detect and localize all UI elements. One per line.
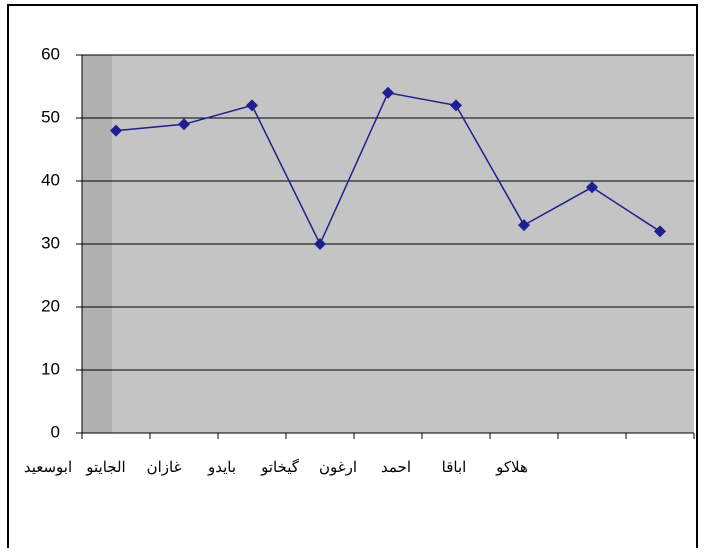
x-tick-label: الجایتو <box>85 458 125 476</box>
y-tick-label: 10 <box>41 359 60 378</box>
x-tick-label: هلاکو <box>495 458 528 476</box>
y-tick-label: 50 <box>41 107 60 126</box>
chart: 0 10 20 30 40 50 60 هلاکو اباقا احمد ارغون گیخاتو با… <box>0 0 704 548</box>
y-tick-label: 30 <box>41 233 60 252</box>
x-tick-label: ارغون <box>319 458 357 476</box>
x-tick-label: ابوسعید <box>24 458 72 476</box>
x-tick-label: بایدو <box>207 458 236 476</box>
y-tick-label: 0 <box>51 422 60 441</box>
x-tick-label: گیخاتو <box>260 458 300 476</box>
y-tick-label: 60 <box>41 44 60 63</box>
x-tick-label: اباقا <box>442 458 467 476</box>
x-tick-label: احمد <box>381 458 411 476</box>
y-tick-label: 40 <box>41 170 60 189</box>
y-tick-label: 20 <box>41 296 60 315</box>
x-tick-label: غازان <box>147 458 182 476</box>
